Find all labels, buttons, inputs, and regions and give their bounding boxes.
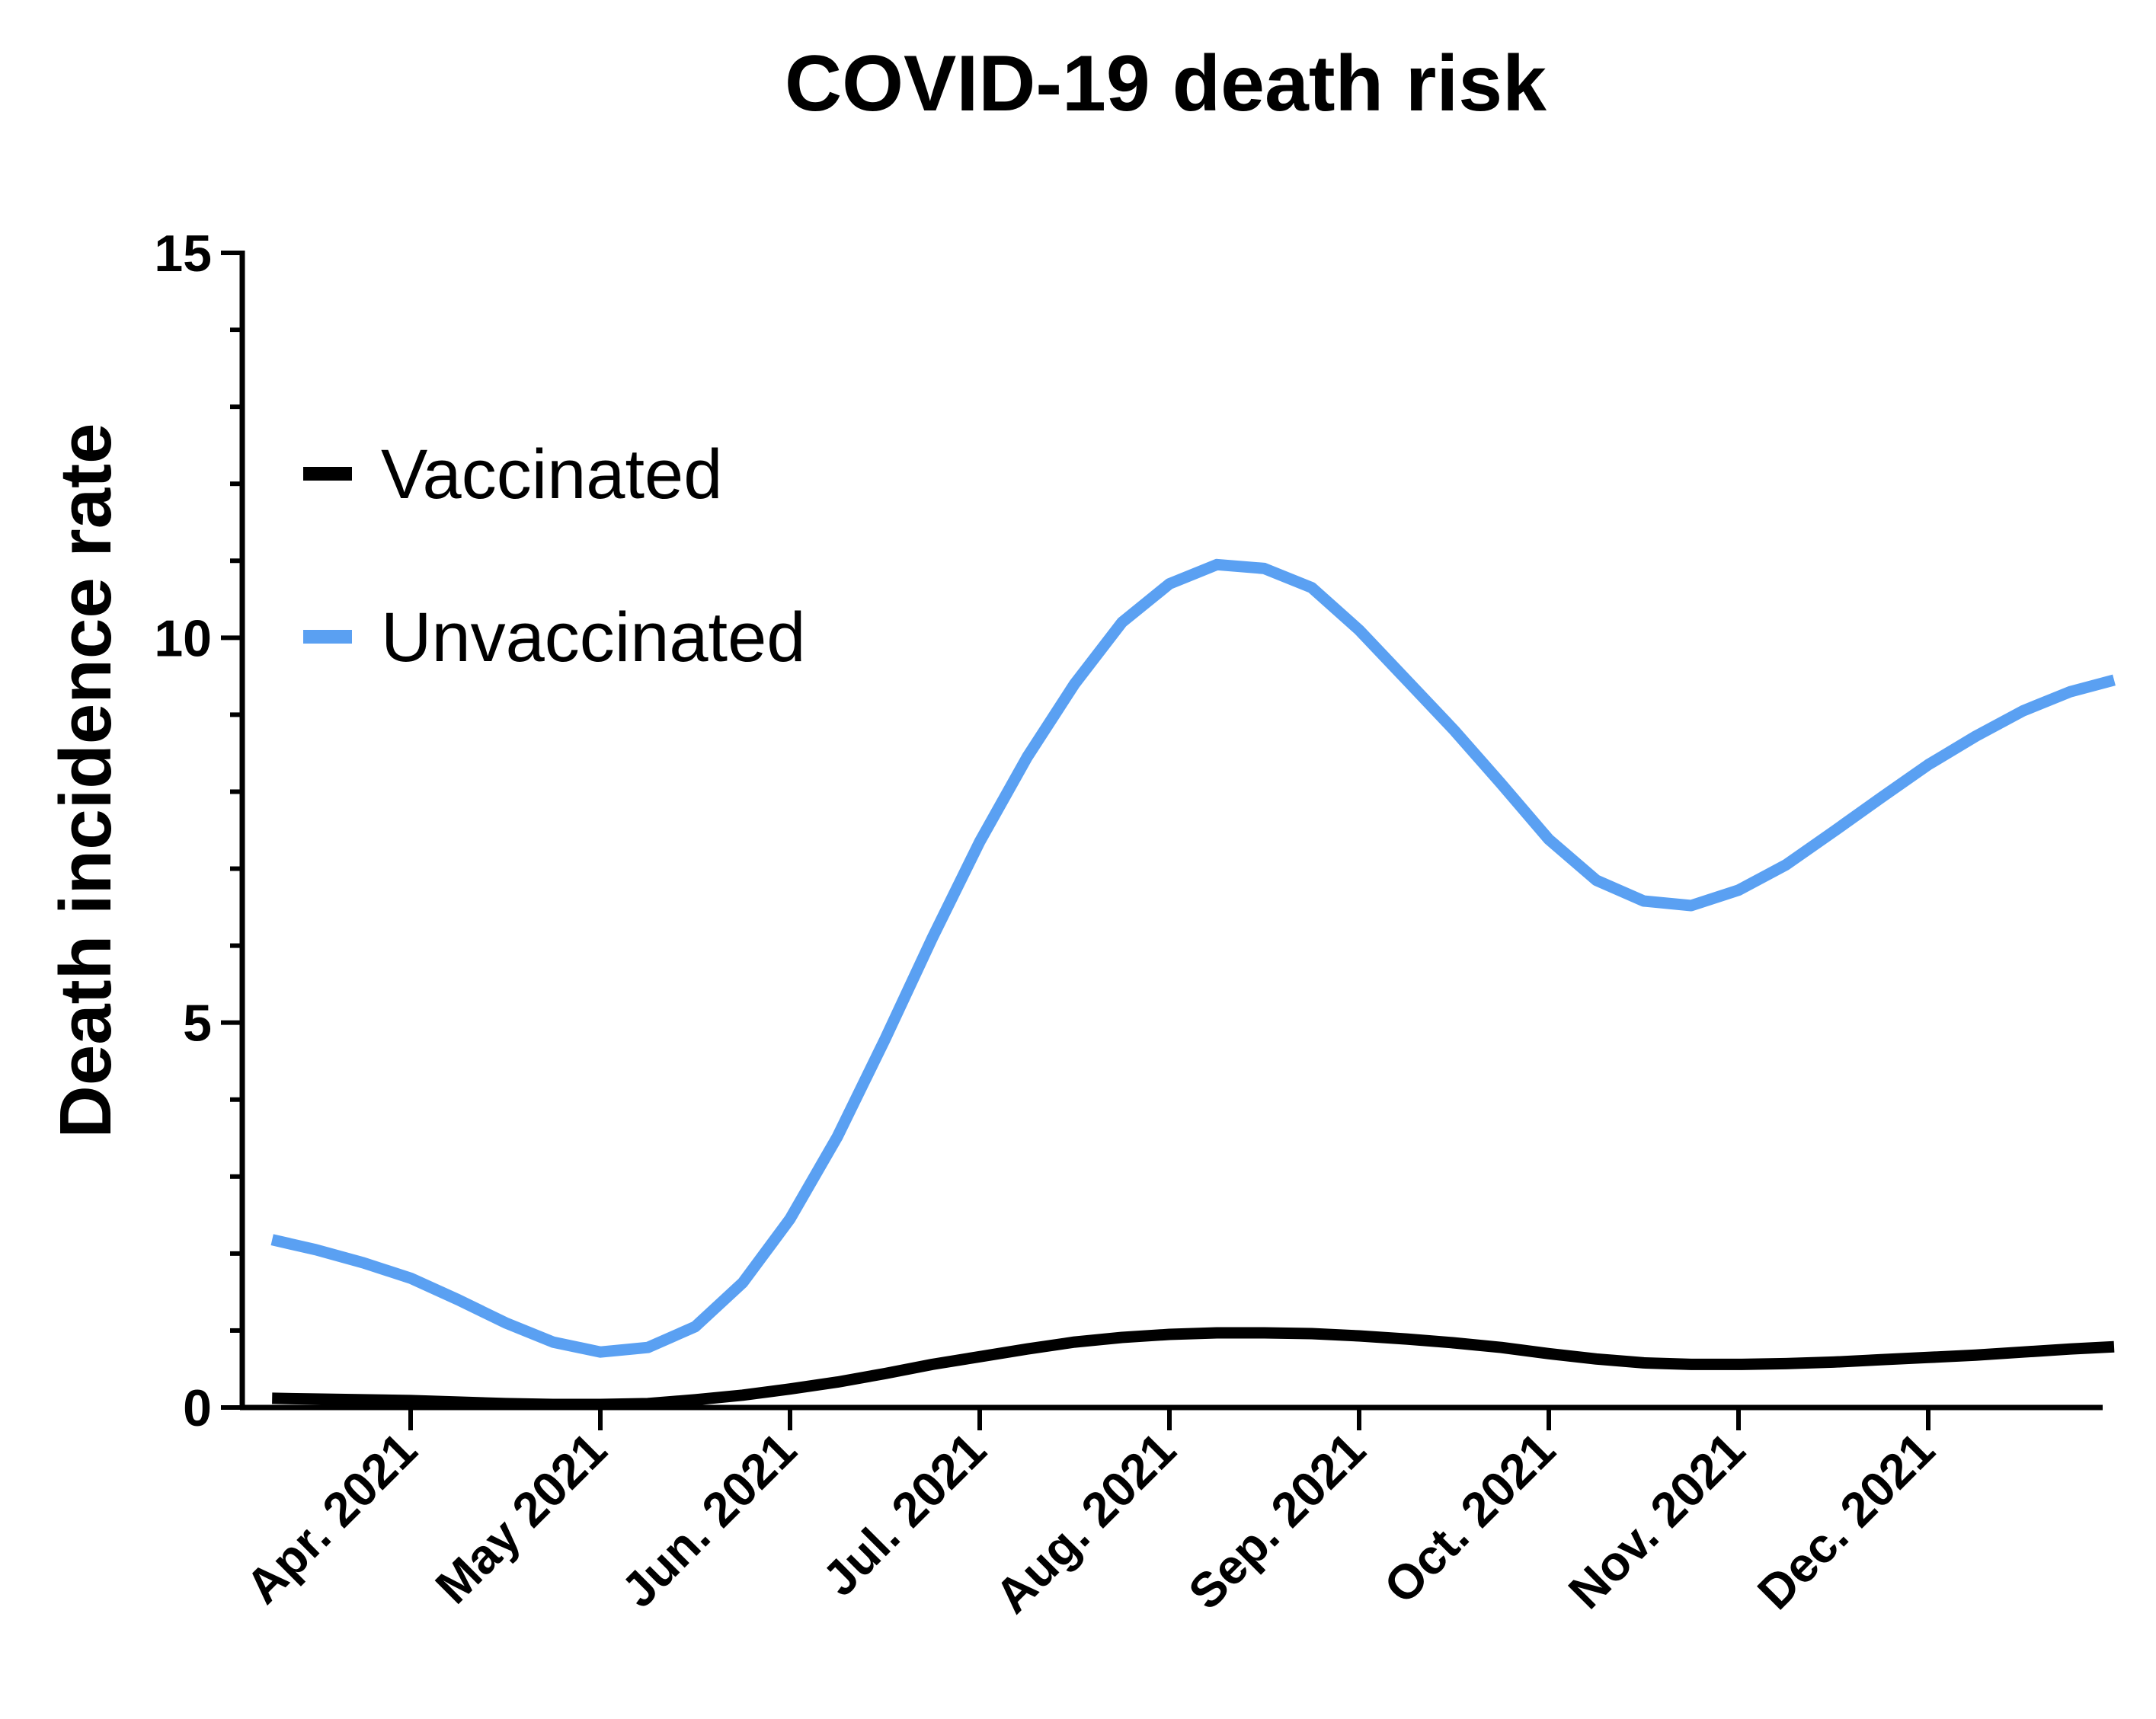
y-tick-label: 5 [183, 995, 212, 1053]
series-line-unvaccinated [270, 558, 2116, 1358]
y-axis-label: Death incidence rate [45, 423, 126, 1139]
legend-label: Vaccinated [381, 436, 722, 513]
x-tick-label: May 2021 [425, 1422, 617, 1614]
chart-title: COVID-19 death risk [785, 40, 1547, 128]
x-tick-label: Jun. 2021 [611, 1422, 807, 1618]
legend-item: Vaccinated [303, 436, 722, 513]
y-tick-label: 15 [154, 225, 212, 283]
x-tick-label: Aug. 2021 [984, 1422, 1186, 1624]
y-tick-label: 0 [183, 1379, 212, 1437]
legend-item: Unvaccinated [303, 599, 805, 676]
y-tick-label: 10 [154, 609, 212, 667]
legend: Vaccinated Unvaccinated [303, 436, 805, 676]
x-tick-label: Oct. 2021 [1374, 1422, 1566, 1614]
x-tick-label: Nov. 2021 [1558, 1422, 1755, 1619]
x-tick-label: Apr. 2021 [235, 1422, 427, 1614]
x-tick-label: Sep. 2021 [1178, 1422, 1376, 1620]
x-tick-label: Jul. 2021 [812, 1422, 996, 1606]
x-tick-label: Dec. 2021 [1747, 1422, 1945, 1620]
series-line-vaccinated [272, 1327, 2115, 1411]
series-layer [270, 558, 2116, 1411]
legend-label: Unvaccinated [381, 599, 805, 676]
